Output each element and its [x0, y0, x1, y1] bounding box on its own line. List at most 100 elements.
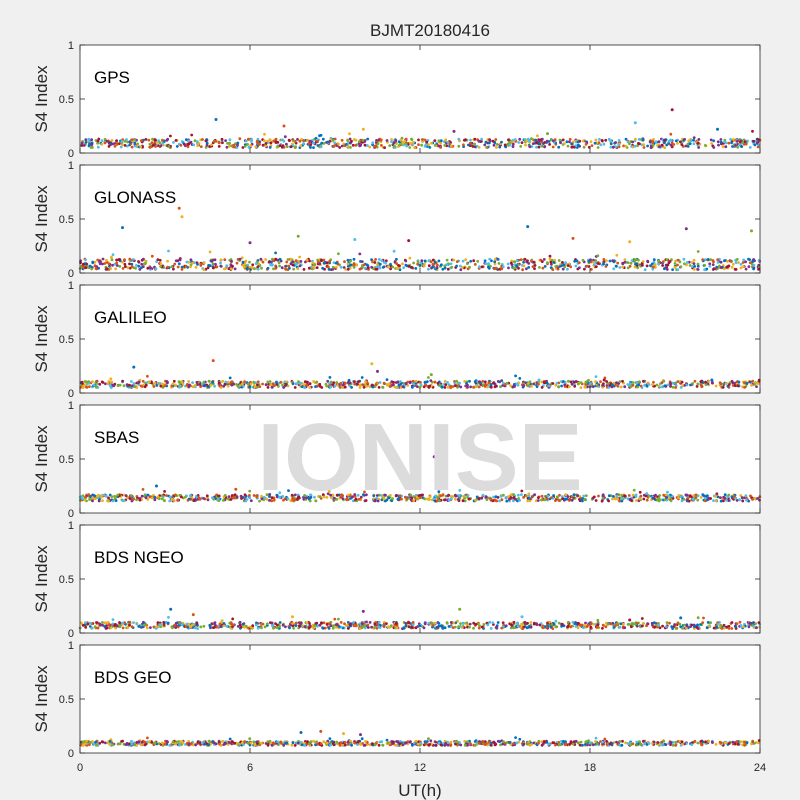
data-point	[139, 139, 143, 143]
data-point	[707, 624, 711, 628]
data-point	[630, 259, 634, 262]
data-point	[609, 142, 613, 146]
data-point	[100, 380, 104, 384]
data-point	[557, 499, 561, 502]
data-point	[381, 386, 385, 389]
data-point	[549, 266, 553, 269]
data-point	[339, 621, 343, 624]
data-point	[545, 497, 549, 501]
data-point	[419, 381, 422, 384]
data-point	[567, 379, 570, 383]
data-point	[521, 268, 524, 272]
data-point	[387, 496, 391, 500]
data-point	[527, 382, 530, 385]
data-point	[191, 613, 195, 617]
data-points	[79, 729, 761, 747]
data-point	[122, 384, 126, 388]
data-point	[469, 385, 472, 389]
data-point	[339, 382, 343, 385]
data-point	[326, 379, 330, 383]
data-point	[364, 499, 368, 502]
data-point	[594, 499, 598, 502]
data-point	[462, 143, 465, 147]
data-point	[596, 262, 600, 265]
data-point	[526, 259, 529, 263]
data-point	[308, 622, 311, 625]
data-point	[322, 495, 326, 499]
data-point	[111, 263, 114, 267]
data-point	[402, 626, 406, 630]
data-point	[130, 494, 133, 498]
data-point	[245, 498, 249, 501]
data-point	[265, 493, 269, 497]
data-point	[115, 258, 118, 262]
data-point	[144, 138, 148, 141]
data-point	[346, 621, 350, 624]
data-point	[555, 495, 559, 499]
data-point	[392, 141, 396, 145]
data-point	[528, 139, 531, 143]
data-point	[695, 385, 699, 388]
data-point	[266, 139, 269, 143]
data-point	[679, 625, 683, 629]
data-point	[328, 622, 331, 625]
data-point	[368, 621, 372, 624]
data-point	[274, 251, 277, 255]
data-point	[742, 258, 745, 262]
data-point	[628, 618, 632, 622]
data-point	[621, 262, 625, 266]
data-point	[610, 383, 614, 387]
data-point	[312, 141, 315, 145]
data-point	[409, 498, 413, 502]
data-point	[229, 622, 233, 625]
data-point	[377, 138, 380, 142]
data-point	[420, 259, 424, 263]
data-point	[658, 626, 662, 630]
data-point	[279, 380, 283, 384]
data-point	[95, 621, 98, 624]
data-point	[262, 495, 266, 499]
data-point	[404, 137, 408, 141]
data-point	[409, 493, 413, 497]
data-point	[641, 624, 644, 628]
data-point	[269, 383, 273, 387]
data-point	[219, 258, 223, 262]
data-point	[159, 262, 163, 265]
data-point	[500, 379, 504, 382]
data-point	[121, 143, 124, 147]
data-point	[159, 144, 163, 148]
data-point	[342, 266, 346, 269]
data-point	[555, 381, 559, 385]
data-point	[487, 266, 491, 270]
data-point	[274, 267, 277, 270]
data-point	[294, 621, 298, 625]
data-point	[676, 268, 680, 272]
data-point	[496, 380, 500, 383]
data-point	[346, 139, 350, 143]
data-point	[750, 383, 753, 387]
data-point	[703, 496, 707, 500]
data-point	[599, 740, 602, 743]
data-point	[447, 625, 451, 628]
data-point	[600, 139, 604, 143]
data-point	[84, 495, 87, 499]
data-point	[223, 494, 227, 497]
data-point	[711, 263, 715, 266]
data-point	[169, 134, 172, 138]
data-point	[86, 622, 90, 626]
data-point	[546, 132, 549, 136]
data-point	[756, 497, 759, 500]
data-point	[114, 499, 118, 502]
data-point	[192, 499, 196, 502]
data-point	[290, 493, 294, 497]
data-point	[146, 498, 150, 501]
data-point	[331, 493, 335, 497]
data-point	[298, 264, 302, 268]
data-point	[674, 627, 678, 630]
data-point	[583, 385, 587, 389]
data-point	[613, 497, 617, 501]
data-point	[523, 138, 527, 141]
data-point	[446, 385, 450, 389]
data-point	[256, 380, 260, 384]
data-point	[89, 146, 93, 149]
